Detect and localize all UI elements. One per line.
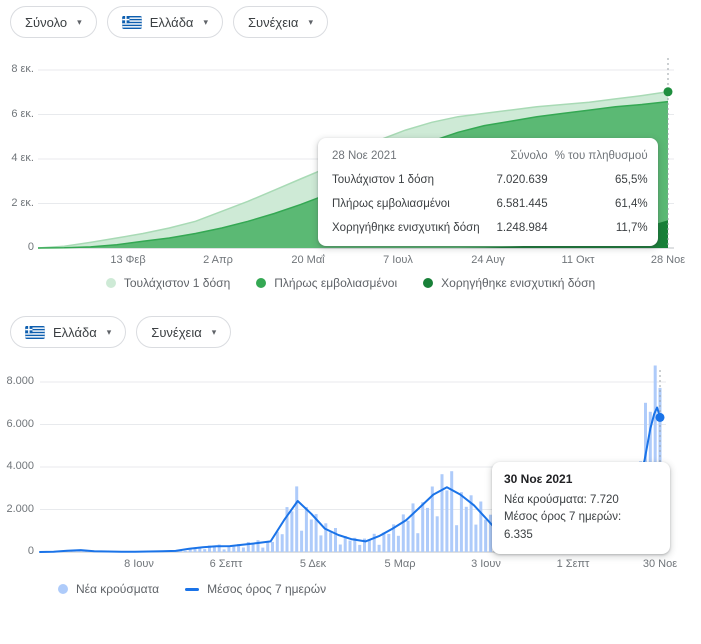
legend-label: Χορηγήθηκε ενισχυτική δόση bbox=[441, 276, 596, 290]
x-axis-tick-label: 6 Σεπτ bbox=[209, 558, 243, 570]
x-axis-tick-label: 13 Φεβ bbox=[110, 254, 146, 266]
continue-dropdown-label: Συνέχεια bbox=[151, 324, 202, 340]
legend-label: Μέσος όρος 7 ημερών bbox=[207, 582, 327, 596]
legend-label: Πλήρως εμβολιασμένοι bbox=[274, 276, 398, 290]
y-axis-tick-label: 4.000 bbox=[6, 460, 34, 472]
continue-dropdown[interactable]: Συνέχεια ▾ bbox=[136, 316, 232, 348]
greece-flag-icon bbox=[121, 15, 142, 29]
chevron-down-icon: ▾ bbox=[77, 16, 82, 27]
tooltip-row-label: Χορηγήθηκε ενισχυτική δόση bbox=[332, 222, 480, 234]
x-axis-tick-label: 1 Σεπτ bbox=[556, 558, 590, 570]
vaccination-area-chart[interactable]: 28 Νοε 2021 Σύνολο % του πληθυσμού Τουλά… bbox=[0, 52, 701, 268]
x-axis-tick-label: 5 Δεκ bbox=[299, 558, 327, 570]
chevron-down-icon: ▾ bbox=[308, 16, 313, 27]
region-dropdown[interactable]: Ελλάδα ▾ bbox=[10, 316, 127, 348]
tooltip-row-label: Πλήρως εμβολιασμένοι bbox=[332, 198, 450, 210]
tooltip-row-pct: 11,7% bbox=[615, 222, 648, 234]
cases-legend: Νέα κρούσματα Μέσος όρος 7 ημερών bbox=[58, 582, 701, 596]
vaccination-chart-controls: Σύνολο ▾ Ελλάδα ▾ Συνέχεια ▾ bbox=[0, 6, 701, 38]
legend-item-fully-vaccinated: Πλήρως εμβολιασμένοι bbox=[256, 276, 397, 290]
cases-chart-controls: Ελλάδα ▾ Συνέχεια ▾ bbox=[0, 316, 701, 348]
metric-dropdown[interactable]: Σύνολο ▾ bbox=[10, 6, 97, 38]
tooltip-date: 30 Νοε 2021 bbox=[504, 472, 573, 486]
tooltip-row-pct: 65,5% bbox=[615, 174, 648, 186]
x-axis-tick-label: 24 Αυγ bbox=[471, 254, 505, 266]
greece-flag-icon bbox=[25, 325, 45, 339]
y-axis-tick-label: 6 εκ. bbox=[11, 108, 34, 120]
x-axis-tick-label: 2 Απρ bbox=[203, 254, 233, 266]
chevron-down-icon: ▾ bbox=[211, 326, 217, 337]
average-line-swatch bbox=[185, 587, 200, 591]
vaccination-tooltip: 28 Νοε 2021 Σύνολο % του πληθυσμού Τουλά… bbox=[318, 138, 658, 246]
x-axis-tick-label: 3 Ιουν bbox=[471, 558, 501, 570]
legend-label: Νέα κρούσματα bbox=[76, 582, 160, 596]
x-axis-tick-label: 7 Ιουλ bbox=[383, 254, 413, 266]
y-axis-tick-label: 0 bbox=[27, 545, 34, 557]
new-cases-swatch bbox=[58, 584, 68, 594]
legend-item-new-cases: Νέα κρούσματα bbox=[58, 582, 159, 596]
vaccination-legend: Τουλάχιστον 1 δόση Πλήρως εμβολιασμένοι … bbox=[0, 276, 701, 290]
region-dropdown-label: Ελλάδα bbox=[53, 324, 97, 340]
legend-item-booster: Χορηγήθηκε ενισχυτική δόση bbox=[423, 276, 595, 290]
x-axis-tick-label: 11 Οκτ bbox=[561, 254, 595, 266]
tooltip-col-total: Σύνολο bbox=[510, 150, 548, 162]
chevron-down-icon: ▾ bbox=[106, 326, 112, 337]
y-axis-tick-label: 0 bbox=[27, 241, 34, 253]
tooltip-row-total: 1.248.984 bbox=[496, 222, 548, 234]
legend-label: Τουλάχιστον 1 δόση bbox=[123, 276, 231, 290]
x-axis-tick-label: 30 Νοε bbox=[642, 558, 678, 570]
tooltip-7day-average: Μέσος όρος 7 ημερών: 6.335 bbox=[504, 511, 622, 541]
fully-vaccinated-swatch bbox=[256, 278, 267, 288]
chevron-down-icon: ▾ bbox=[203, 16, 208, 27]
tooltip-col-pct: % του πληθυσμού bbox=[554, 150, 648, 162]
y-axis-tick-label: 2 εκ. bbox=[11, 197, 34, 209]
covid-statistics-panel: Σύνολο ▾ Ελλάδα ▾ Συνέχεια ▾ bbox=[0, 6, 701, 596]
legend-item-dose1: Τουλάχιστον 1 δόση bbox=[105, 276, 231, 290]
region-dropdown[interactable]: Ελλάδα ▾ bbox=[106, 6, 223, 38]
tooltip-new-cases: Νέα κρούσματα: 7.720 bbox=[504, 494, 619, 506]
region-dropdown-label: Ελλάδα bbox=[149, 14, 194, 30]
y-axis-tick-label: 8 εκ. bbox=[11, 63, 34, 75]
legend-item-7day-average: Μέσος όρος 7 ημερών bbox=[185, 582, 326, 596]
y-axis-tick-label: 8.000 bbox=[6, 375, 34, 387]
tooltip-row-label: Τουλάχιστον 1 δόση bbox=[332, 174, 434, 186]
new-cases-chart[interactable]: 30 Νοε 2021 Νέα κρούσματα: 7.720 Μέσος ό… bbox=[0, 364, 701, 572]
x-axis-tick-label: 8 Ιουν bbox=[124, 558, 154, 570]
x-axis-tick-label: 28 Νοε bbox=[650, 254, 686, 266]
tooltip-row-total: 6.581.445 bbox=[496, 198, 548, 210]
x-axis-tick-label: 20 Μαΐ bbox=[291, 254, 325, 266]
y-axis-tick-label: 4 εκ. bbox=[11, 152, 34, 164]
x-axis-tick-label: 5 Μαρ bbox=[384, 558, 416, 570]
continue-dropdown-label: Συνέχεια bbox=[247, 14, 299, 30]
y-axis-tick-label: 2.000 bbox=[6, 503, 34, 515]
metric-dropdown-label: Σύνολο bbox=[25, 14, 68, 30]
tooltip-row-total: 7.020.639 bbox=[496, 174, 548, 186]
continue-dropdown[interactable]: Συνέχεια ▾ bbox=[232, 6, 328, 38]
y-axis-tick-label: 6.000 bbox=[6, 418, 34, 430]
cases-tooltip: 30 Νοε 2021 Νέα κρούσματα: 7.720 Μέσος ό… bbox=[492, 462, 670, 554]
booster-swatch bbox=[423, 278, 434, 288]
dose1-swatch bbox=[105, 278, 116, 288]
tooltip-date: 28 Νοε 2021 bbox=[332, 150, 397, 162]
tooltip-row-pct: 61,4% bbox=[615, 198, 648, 210]
